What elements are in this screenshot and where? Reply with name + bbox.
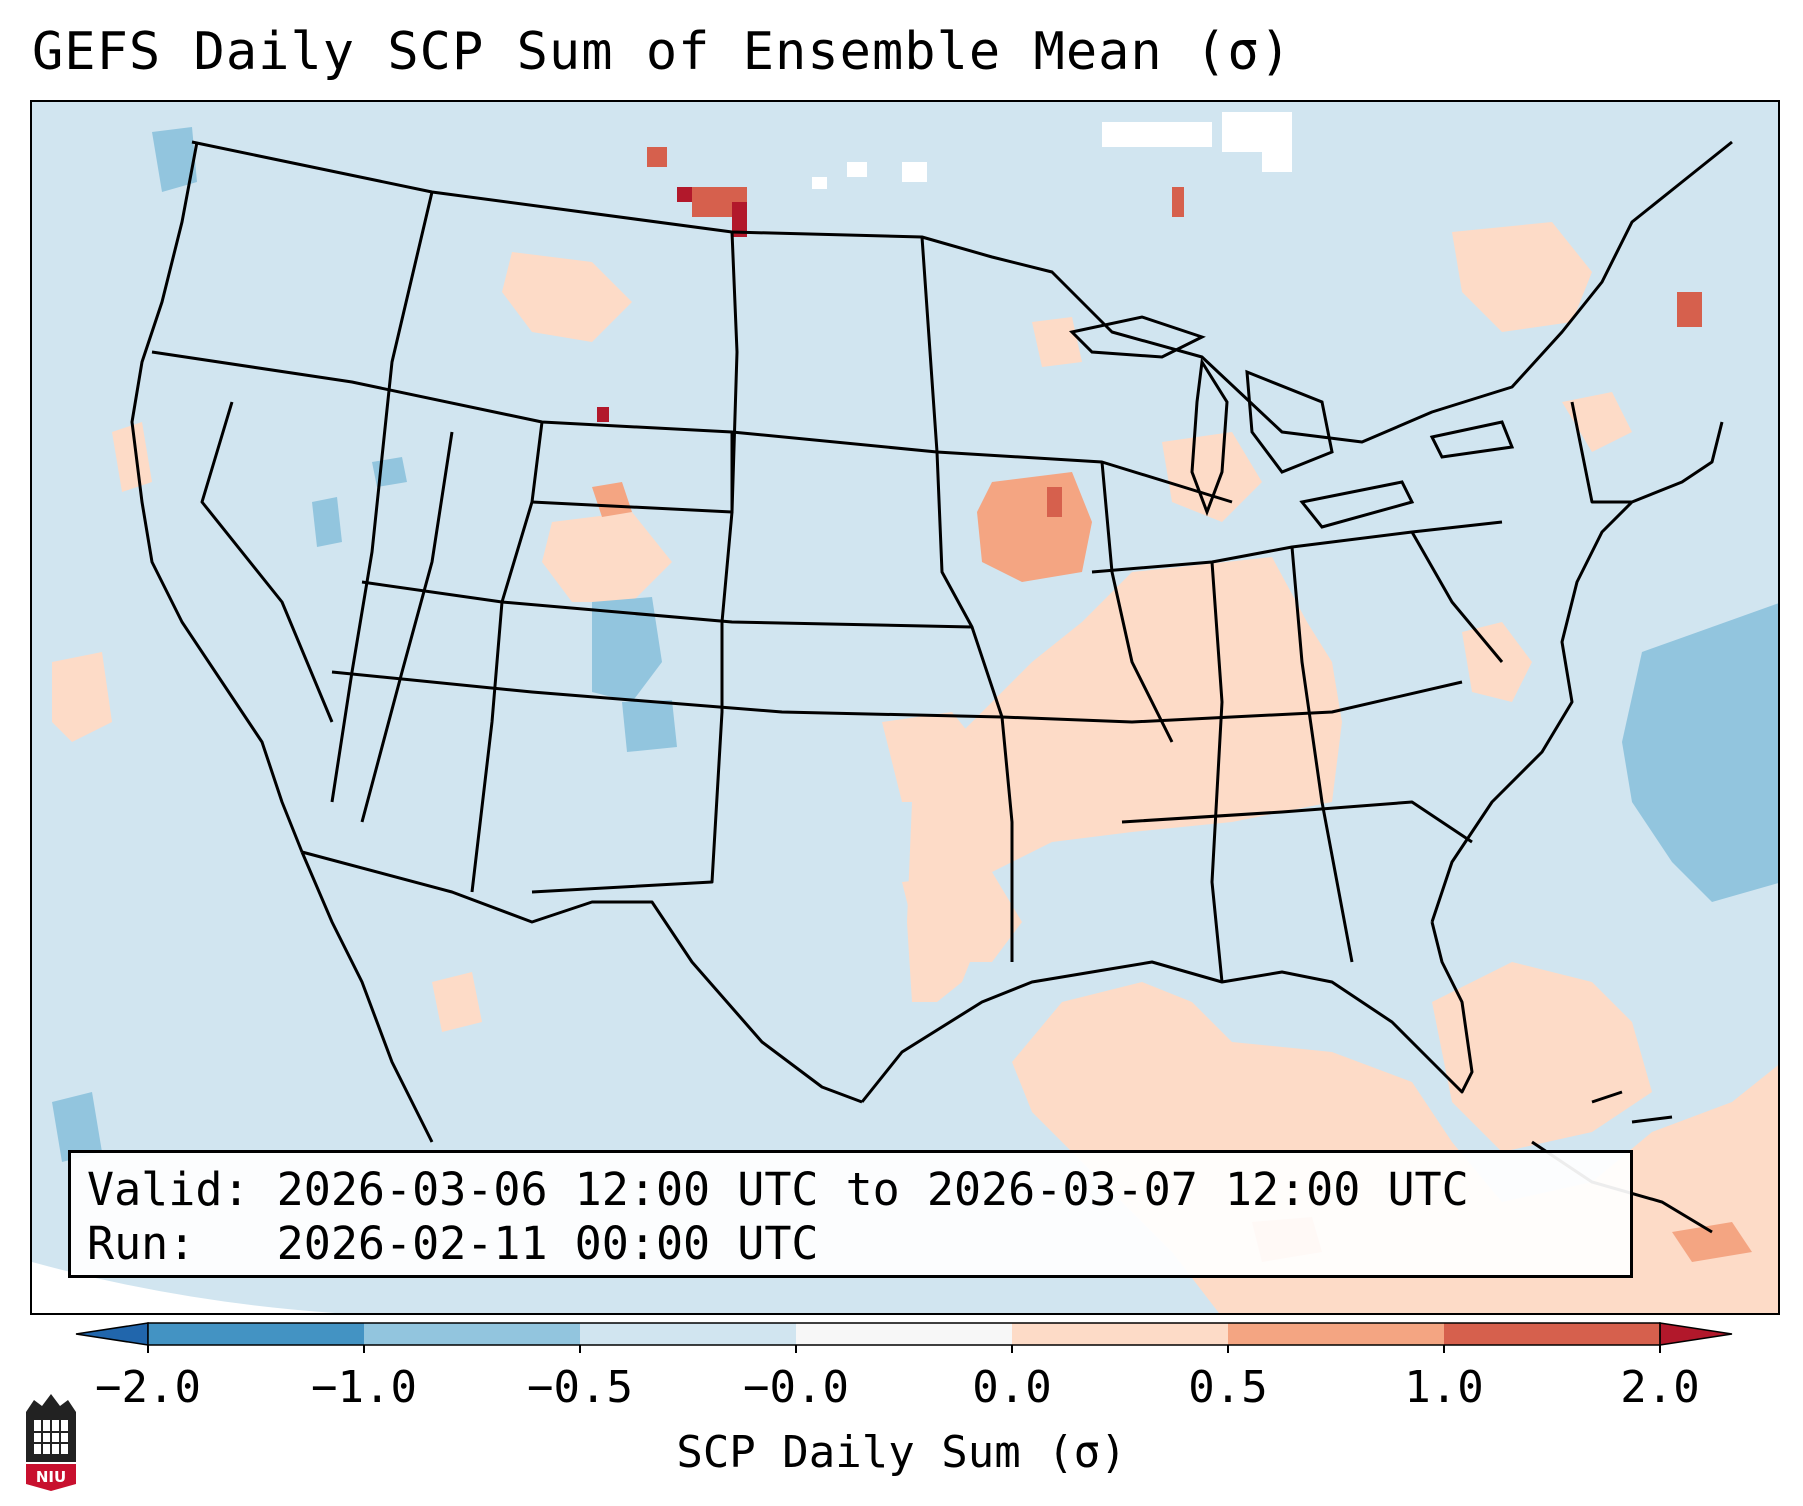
colorbar-cell xyxy=(580,1323,796,1345)
valid-run-info-box: Valid: 2026-03-06 12:00 UTC to 2026-03-0… xyxy=(68,1150,1633,1278)
svg-text:NIU: NIU xyxy=(36,1468,66,1486)
valid-label: Valid: xyxy=(87,1163,250,1216)
lake-huron xyxy=(1245,369,1334,474)
lake-ontario xyxy=(1429,420,1515,459)
colorbar xyxy=(75,1322,1733,1353)
us-mexico-border xyxy=(301,850,863,1104)
near-zero-patches xyxy=(812,112,1292,189)
gulf-coast xyxy=(860,921,1474,1103)
colorbar-cell xyxy=(364,1323,580,1345)
colorbar-extend-min xyxy=(75,1322,149,1346)
domain-edge-bottom-left xyxy=(32,1262,336,1313)
map-svg xyxy=(32,102,1778,1313)
baja-california xyxy=(300,851,434,1143)
colorbar-cell xyxy=(1012,1323,1228,1345)
bahamas-1 xyxy=(1591,1090,1623,1104)
chart-title: GEFS Daily SCP Sum of Ensemble Mean (σ) xyxy=(32,22,1292,82)
colorbar-tick-label: −0.5 xyxy=(527,1362,633,1413)
colorbar-tick-label: 0.0 xyxy=(972,1362,1052,1413)
colorbar-cell xyxy=(1228,1323,1444,1345)
colorbar-cell xyxy=(1444,1323,1660,1345)
bahamas-2 xyxy=(1631,1115,1673,1124)
colorbar-label: SCP Daily Sum (σ) xyxy=(676,1427,1127,1478)
lake-michigan xyxy=(1190,357,1229,517)
niu-logo: NIU xyxy=(26,1394,76,1491)
colorbar-outline xyxy=(147,1322,1661,1346)
great-lakes xyxy=(1068,315,1515,529)
atlantic-coast xyxy=(1430,421,1724,923)
colorbar-tick-label: −0.0 xyxy=(743,1362,849,1413)
colorbar-tick-label: −2.0 xyxy=(95,1362,201,1413)
pacific-coast xyxy=(130,141,304,853)
colorbar-tick-label: 2.0 xyxy=(1620,1362,1700,1413)
us-canada-border xyxy=(191,140,1733,444)
lake-erie xyxy=(1299,480,1415,529)
map-panel xyxy=(30,100,1780,1315)
colorbar-tick-label: 1.0 xyxy=(1404,1362,1484,1413)
run-time: 2026-02-11 00:00 UTC xyxy=(276,1217,819,1270)
valid-range: 2026-03-06 12:00 UTC to 2026-03-07 12:00… xyxy=(276,1163,1469,1216)
run-label: Run: xyxy=(87,1217,196,1270)
colorbar-cell xyxy=(148,1323,364,1345)
positive-anomaly-extreme xyxy=(597,187,747,422)
lake-superior xyxy=(1068,315,1206,359)
colorbar-tick-label: 0.5 xyxy=(1188,1362,1268,1413)
colorbar-extend-max xyxy=(1659,1322,1733,1346)
colorbar-cell xyxy=(796,1323,1012,1345)
boundaries xyxy=(130,140,1733,1104)
colorbar-tick-label: −1.0 xyxy=(311,1362,417,1413)
